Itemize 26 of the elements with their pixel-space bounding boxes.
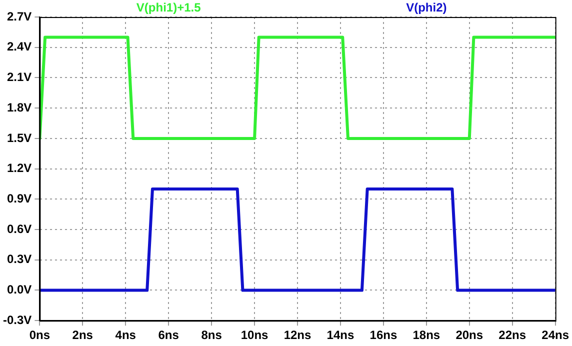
x-tick-label: 2ns: [72, 328, 94, 342]
y-tick-label: 0.0V: [6, 282, 32, 297]
x-tick-label: 8ns: [201, 328, 222, 342]
y-tick-label: 2.1V: [6, 70, 32, 84]
x-tick-label: 20ns: [456, 328, 484, 342]
y-tick-label: 1.2V: [6, 161, 32, 176]
x-tick-label: 22ns: [498, 328, 526, 342]
x-tick-label: 12ns: [284, 328, 312, 342]
x-tick-label: 4ns: [115, 328, 136, 342]
y-tick-label: 1.5V: [6, 130, 32, 145]
x-tick-label: 10ns: [240, 328, 269, 342]
y-tick-label: 1.8V: [6, 100, 32, 114]
x-tick-label: 6ns: [158, 328, 180, 342]
x-tick-label: 18ns: [412, 328, 440, 342]
x-tick-label: 24ns: [542, 328, 570, 342]
y-tick-label: 2.4V: [6, 40, 32, 54]
x-tick-label: 0ns: [29, 328, 50, 342]
y-tick-label: 0.3V: [6, 252, 32, 266]
y-tick-label: 2.7V: [6, 9, 32, 24]
x-tick-label: 16ns: [370, 328, 398, 342]
text: V(phi1)+1.5: [136, 0, 202, 14]
y-tick-label: 0.6V: [6, 222, 32, 236]
x-tick-label: 14ns: [326, 328, 354, 342]
y-tick-label: -0.3V: [2, 312, 32, 327]
text: V(phi2): [406, 0, 447, 14]
y-tick-label: 0.9V: [6, 191, 32, 206]
